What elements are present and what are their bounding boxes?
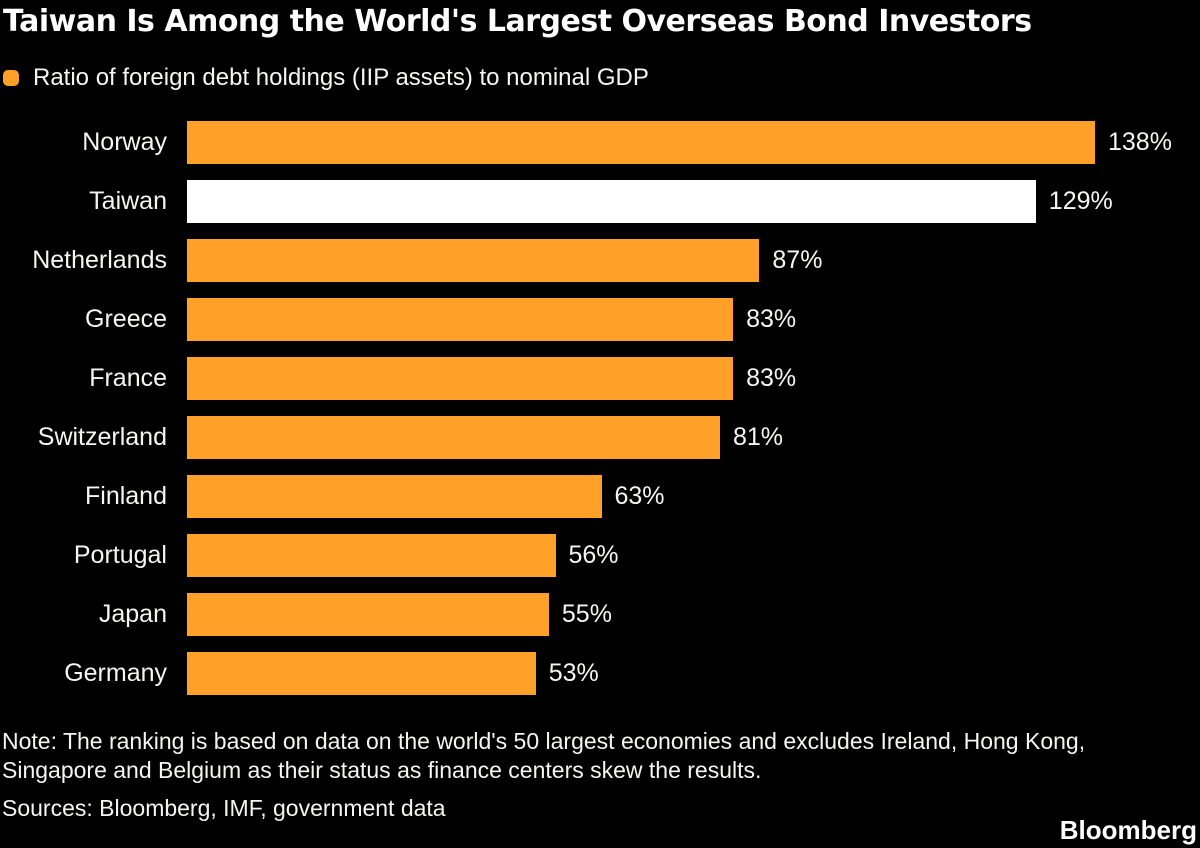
bar-area: 63%	[187, 475, 1200, 518]
value-label: 56%	[568, 541, 619, 569]
bar-area: 87%	[187, 239, 1200, 282]
value-label: 53%	[548, 659, 599, 687]
value-label: 63%	[614, 482, 665, 510]
value-label: 138%	[1108, 128, 1172, 156]
value-label: 81%	[733, 423, 784, 451]
bar-chart: Norway 138% Taiwan 129% Netherlands 87% …	[0, 113, 1200, 703]
bar	[187, 593, 549, 636]
value-label: 55%	[561, 600, 612, 628]
category-label: Switzerland	[37, 423, 167, 451]
category-label: Norway	[82, 128, 167, 156]
value-label: 83%	[746, 364, 797, 392]
category-label: Finland	[85, 482, 167, 510]
bloomberg-logo: Bloomberg	[1059, 815, 1197, 845]
bar	[187, 298, 734, 341]
legend: Ratio of foreign debt holdings (IIP asse…	[3, 65, 1200, 91]
bar-row: Taiwan 129%	[0, 172, 1200, 231]
bar-row: Norway 138%	[0, 113, 1200, 172]
bar-row: Portugal 56%	[0, 526, 1200, 585]
bar	[187, 475, 602, 518]
bar-area: 53%	[187, 652, 1200, 695]
page-title: Taiwan Is Among the World's Largest Over…	[3, 4, 1032, 39]
category-label: Netherlands	[32, 246, 167, 274]
bar	[187, 416, 720, 459]
category-label: Japan	[98, 600, 167, 628]
bar-area: 129%	[187, 180, 1200, 223]
bar-row: France 83%	[0, 349, 1200, 408]
legend-swatch-icon	[3, 70, 19, 86]
category-label: Taiwan	[89, 187, 167, 215]
bar-area: 138%	[187, 121, 1200, 164]
bar	[187, 652, 536, 695]
bar	[187, 180, 1036, 223]
value-label: 87%	[772, 246, 823, 274]
bar	[187, 121, 1095, 164]
bar-row: Netherlands 87%	[0, 231, 1200, 290]
sources-label: Sources: Bloomberg, IMF, government data	[2, 795, 446, 821]
bar-row: Japan 55%	[0, 585, 1200, 644]
category-label: Portugal	[73, 541, 167, 569]
bar-area: 55%	[187, 593, 1200, 636]
bar-row: Germany 53%	[0, 644, 1200, 703]
bar	[187, 357, 734, 400]
note-line-1: Note: The ranking is based on data on th…	[2, 728, 1086, 754]
value-label: 129%	[1048, 187, 1113, 215]
bar-row: Greece 83%	[0, 290, 1200, 349]
bar	[187, 239, 760, 282]
footer: Note: The ranking is based on data on th…	[2, 727, 1200, 823]
category-label: France	[89, 364, 167, 392]
bar-area: 83%	[187, 357, 1200, 400]
category-label: Greece	[85, 305, 167, 333]
value-label: 83%	[746, 305, 797, 333]
bar-row: Switzerland 81%	[0, 408, 1200, 467]
bar-row: Finland 63%	[0, 467, 1200, 526]
bar	[187, 534, 556, 577]
note-line-2: Singapore and Belgium as their status as…	[2, 757, 762, 783]
legend-label: Ratio of foreign debt holdings (IIP asse…	[33, 64, 649, 91]
bar-area: 81%	[187, 416, 1200, 459]
bar-area: 56%	[187, 534, 1200, 577]
category-label: Germany	[64, 659, 167, 687]
bar-area: 83%	[187, 298, 1200, 341]
